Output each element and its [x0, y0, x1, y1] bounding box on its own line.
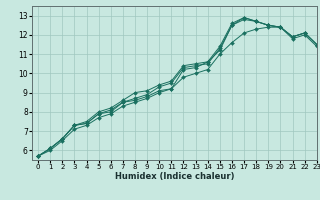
X-axis label: Humidex (Indice chaleur): Humidex (Indice chaleur)	[115, 172, 234, 181]
